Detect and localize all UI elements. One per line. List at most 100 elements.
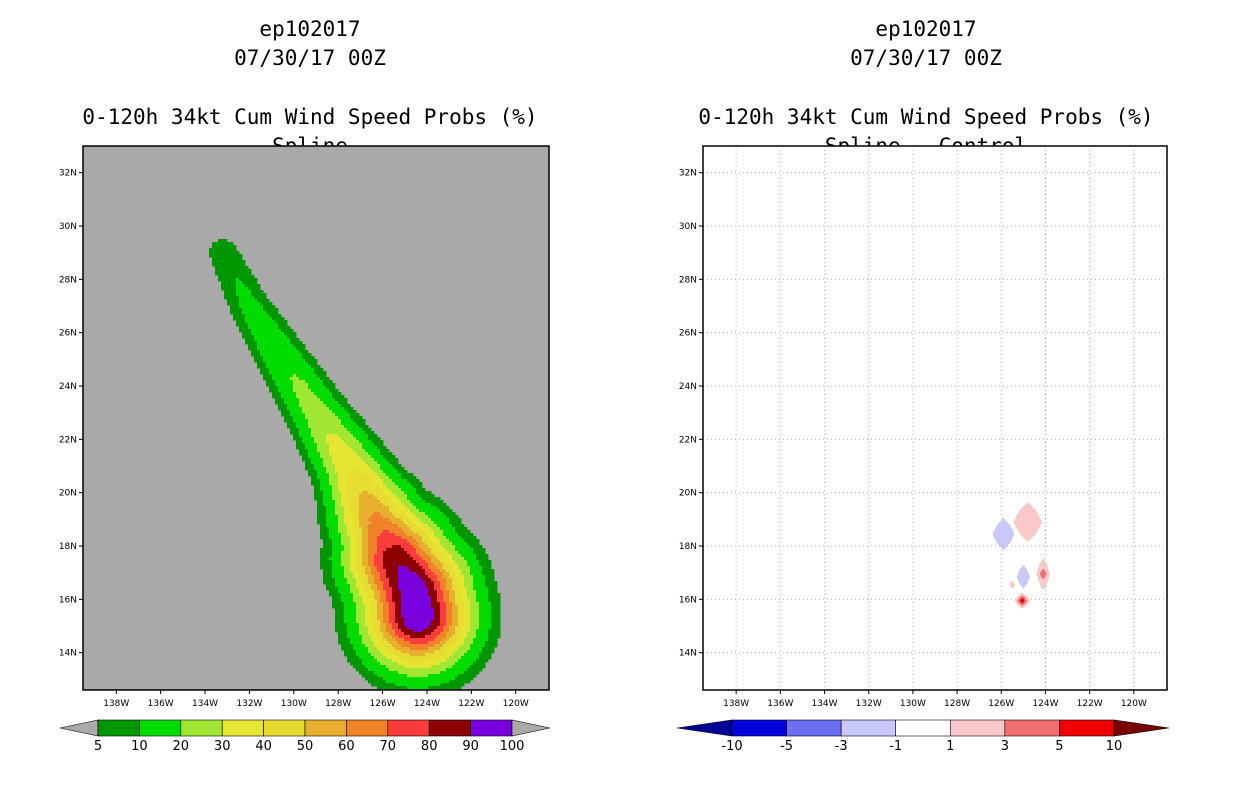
- left-prob-cell: [248, 314, 252, 318]
- left-prob-cell: [296, 431, 300, 435]
- left-prob-cell: [335, 422, 339, 426]
- left-prob-cell: [395, 575, 399, 579]
- left-prob-cell: [458, 671, 462, 675]
- left-prob-cell: [329, 398, 333, 402]
- left-prob-cell: [431, 515, 435, 519]
- left-prob-cell: [467, 590, 471, 594]
- left-prob-cell: [449, 674, 453, 678]
- left-prob-cell: [293, 362, 297, 366]
- left-prob-cell: [437, 596, 441, 600]
- left-prob-cell: [323, 503, 327, 507]
- left-prob-cell: [389, 629, 393, 633]
- left-prob-cell: [278, 356, 282, 360]
- left-prob-cell: [302, 443, 306, 447]
- left-prob-cell: [431, 521, 435, 525]
- left-prob-cell: [398, 560, 402, 564]
- left-prob-cell: [263, 356, 267, 360]
- left-prob-cell: [380, 674, 384, 678]
- left-prob-cell: [368, 611, 372, 615]
- left-prob-cell: [215, 257, 219, 261]
- left-prob-cell: [239, 326, 243, 330]
- left-prob-cell: [338, 536, 342, 540]
- left-prob-cell: [365, 653, 369, 657]
- left-prob-cell: [320, 551, 324, 555]
- left-prob-cell: [227, 242, 231, 246]
- left-prob-cell: [374, 488, 378, 492]
- left-prob-cell: [440, 539, 444, 543]
- left-prob-cell: [440, 551, 444, 555]
- left-prob-cell: [335, 482, 339, 486]
- left-prob-cell: [218, 248, 222, 252]
- left-prob-cell: [461, 551, 465, 555]
- left-prob-cell: [374, 500, 378, 504]
- left-prob-cell: [353, 413, 357, 417]
- left-prob-cell: [323, 461, 327, 465]
- left-prob-cell: [323, 551, 327, 555]
- left-prob-cell: [455, 611, 459, 615]
- left-prob-cell: [359, 548, 363, 552]
- left-prob-cell: [482, 554, 486, 558]
- left-prob-cell: [431, 539, 435, 543]
- left-prob-cell: [383, 473, 387, 477]
- left-prob-cell: [404, 671, 408, 675]
- left-prob-cell: [374, 575, 378, 579]
- left-prob-cell: [293, 383, 297, 387]
- left-prob-cell: [326, 416, 330, 420]
- left-prob-cell: [470, 644, 474, 648]
- left-prob-cell: [284, 404, 288, 408]
- left-prob-cell: [443, 569, 447, 573]
- left-prob-cell: [341, 407, 345, 411]
- left-prob-cell: [428, 620, 432, 624]
- left-prob-cell: [401, 653, 405, 657]
- left-prob-cell: [341, 431, 345, 435]
- left-prob-cell: [464, 599, 468, 603]
- left-prob-cell: [392, 503, 396, 507]
- left-prob-cell: [347, 611, 351, 615]
- left-prob-cell: [347, 587, 351, 591]
- left-prob-cell: [332, 386, 336, 390]
- left-prob-cell: [389, 458, 393, 462]
- left-prob-cell: [416, 665, 420, 669]
- left-prob-cell: [338, 428, 342, 432]
- left-prob-cell: [422, 596, 426, 600]
- left-prob-cell: [362, 557, 366, 561]
- left-prob-cell: [359, 470, 363, 474]
- left-prob-cell: [266, 362, 270, 366]
- left-prob-cell: [269, 335, 273, 339]
- left-prob-cell: [467, 569, 471, 573]
- left-prob-cell: [341, 434, 345, 438]
- left-prob-cell: [287, 329, 291, 333]
- left-prob-cell: [290, 380, 294, 384]
- left-prob-cell: [356, 599, 360, 603]
- left-prob-cell: [434, 521, 438, 525]
- left-prob-cell: [470, 635, 474, 639]
- left-prob-cell: [317, 452, 321, 456]
- left-prob-cell: [416, 629, 420, 633]
- left-prob-cell: [377, 647, 381, 651]
- left-prob-cell: [263, 377, 267, 381]
- left-prob-cell: [446, 545, 450, 549]
- left-prob-cell: [383, 533, 387, 537]
- left-prob-cell: [434, 566, 438, 570]
- left-prob-cell: [395, 674, 399, 678]
- left-prob-cell: [236, 281, 240, 285]
- left-prob-cell: [293, 431, 297, 435]
- left-prob-cell: [236, 272, 240, 276]
- left-prob-cell: [260, 293, 264, 297]
- left-prob-cell: [368, 512, 372, 516]
- left-prob-cell: [452, 629, 456, 633]
- left-prob-cell: [326, 506, 330, 510]
- left-prob-cell: [320, 482, 324, 486]
- left-prob-cell: [413, 587, 417, 591]
- left-prob-cell: [410, 611, 414, 615]
- left-prob-cell: [374, 497, 378, 501]
- left-prob-cell: [332, 452, 336, 456]
- left-prob-cell: [407, 521, 411, 525]
- left-prob-cell: [395, 635, 399, 639]
- left-prob-cell: [257, 362, 261, 366]
- left-prob-cell: [329, 584, 333, 588]
- left-prob-cell: [488, 569, 492, 573]
- left-prob-cell: [260, 353, 264, 357]
- left-prob-cell: [437, 530, 441, 534]
- left-prob-cell: [419, 671, 423, 675]
